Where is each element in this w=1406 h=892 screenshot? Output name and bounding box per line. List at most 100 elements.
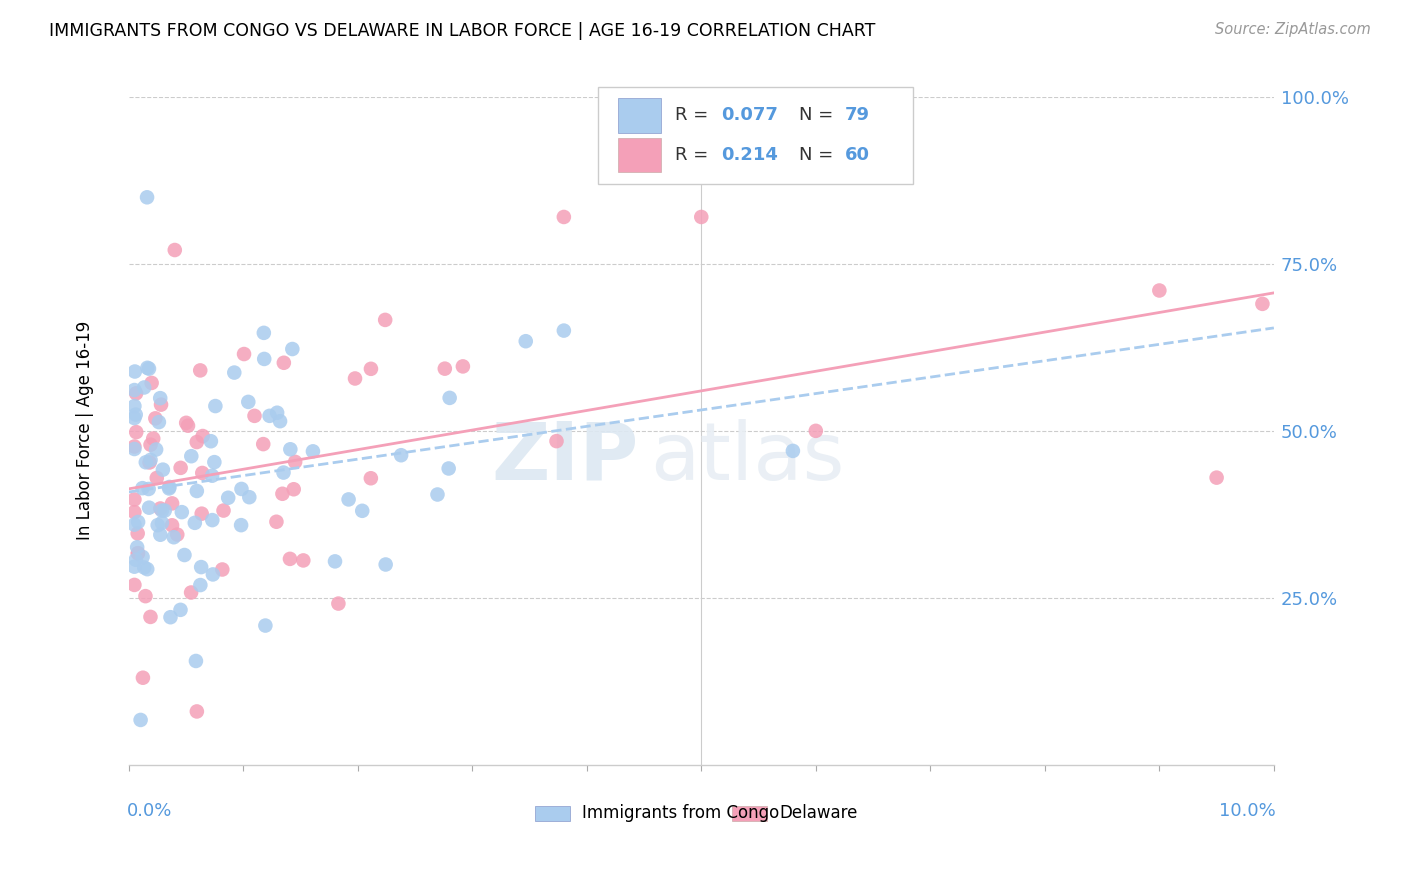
Point xyxy=(190,507,212,521)
Point xyxy=(302,444,325,458)
Point xyxy=(139,453,162,467)
Point xyxy=(374,313,396,327)
Point xyxy=(169,603,191,617)
Point xyxy=(124,440,146,454)
Point xyxy=(253,351,276,366)
Point xyxy=(292,553,315,567)
Point xyxy=(273,356,295,370)
Point xyxy=(132,671,155,685)
Text: Source: ZipAtlas.com: Source: ZipAtlas.com xyxy=(1215,22,1371,37)
Point xyxy=(134,589,156,603)
Point xyxy=(254,618,277,632)
Point xyxy=(150,398,173,412)
Point xyxy=(131,549,153,564)
Text: ZIP: ZIP xyxy=(491,418,638,497)
Point xyxy=(229,518,252,533)
Point xyxy=(553,210,575,224)
Point xyxy=(437,461,460,475)
Point xyxy=(269,414,291,428)
Point xyxy=(278,442,301,457)
Point xyxy=(186,435,208,450)
Point xyxy=(190,560,212,574)
Point xyxy=(125,408,148,422)
Point xyxy=(134,560,156,574)
Point xyxy=(127,546,149,560)
FancyBboxPatch shape xyxy=(598,87,912,184)
Point xyxy=(238,395,260,409)
Text: R =: R = xyxy=(675,106,714,124)
Text: atlas: atlas xyxy=(650,418,844,497)
Point xyxy=(138,482,160,496)
Point xyxy=(278,552,301,566)
FancyBboxPatch shape xyxy=(733,805,768,821)
Point xyxy=(125,425,148,439)
Point xyxy=(124,364,146,378)
Point xyxy=(184,654,207,668)
Text: 60: 60 xyxy=(845,146,869,164)
Point xyxy=(149,527,172,541)
Point xyxy=(180,449,202,463)
Point xyxy=(139,438,162,452)
Point xyxy=(166,527,188,541)
Point xyxy=(283,482,305,496)
Point xyxy=(127,541,149,555)
Point xyxy=(180,585,202,599)
Point xyxy=(186,705,208,719)
Point xyxy=(211,562,233,576)
Point xyxy=(433,361,456,376)
Point xyxy=(163,243,186,257)
Point xyxy=(124,578,146,592)
Point xyxy=(177,418,200,433)
Point xyxy=(389,448,412,462)
Text: R =: R = xyxy=(675,146,714,164)
Point xyxy=(141,376,163,390)
Point xyxy=(152,462,174,476)
Point xyxy=(124,383,146,397)
Point xyxy=(238,490,260,504)
Point xyxy=(271,487,294,501)
Point xyxy=(782,443,804,458)
Point xyxy=(252,437,274,451)
Point xyxy=(259,409,281,423)
Point xyxy=(243,409,266,423)
Text: N =: N = xyxy=(799,106,838,124)
Point xyxy=(153,503,176,517)
Text: 79: 79 xyxy=(845,106,869,124)
Point xyxy=(253,326,276,340)
Point xyxy=(125,553,148,567)
Point xyxy=(546,434,568,449)
Point xyxy=(146,471,169,485)
Point xyxy=(191,466,214,480)
Point xyxy=(127,526,149,541)
Point xyxy=(148,415,170,429)
Point xyxy=(231,482,253,496)
Point xyxy=(139,610,162,624)
Point xyxy=(224,366,246,380)
Point xyxy=(328,597,350,611)
Text: In Labor Force | Age 16-19: In Labor Force | Age 16-19 xyxy=(76,321,94,541)
Point xyxy=(451,359,474,374)
Point xyxy=(190,578,212,592)
Point xyxy=(186,483,208,498)
Text: 0.0%: 0.0% xyxy=(127,802,172,820)
Point xyxy=(135,455,157,469)
Point xyxy=(204,399,226,413)
Point xyxy=(515,334,537,349)
Point xyxy=(169,461,191,475)
Point xyxy=(124,442,146,456)
Point xyxy=(188,363,211,377)
Point xyxy=(136,190,159,204)
Point xyxy=(129,713,152,727)
Point xyxy=(136,562,159,576)
Point xyxy=(360,361,382,376)
Point xyxy=(1149,284,1171,298)
FancyBboxPatch shape xyxy=(536,805,571,821)
Point xyxy=(138,500,160,515)
Point xyxy=(134,380,156,394)
Point xyxy=(143,411,166,425)
Point xyxy=(266,406,288,420)
Point xyxy=(124,492,146,507)
Text: 0.214: 0.214 xyxy=(721,146,778,164)
Point xyxy=(149,501,172,516)
Text: 0.077: 0.077 xyxy=(721,106,778,124)
